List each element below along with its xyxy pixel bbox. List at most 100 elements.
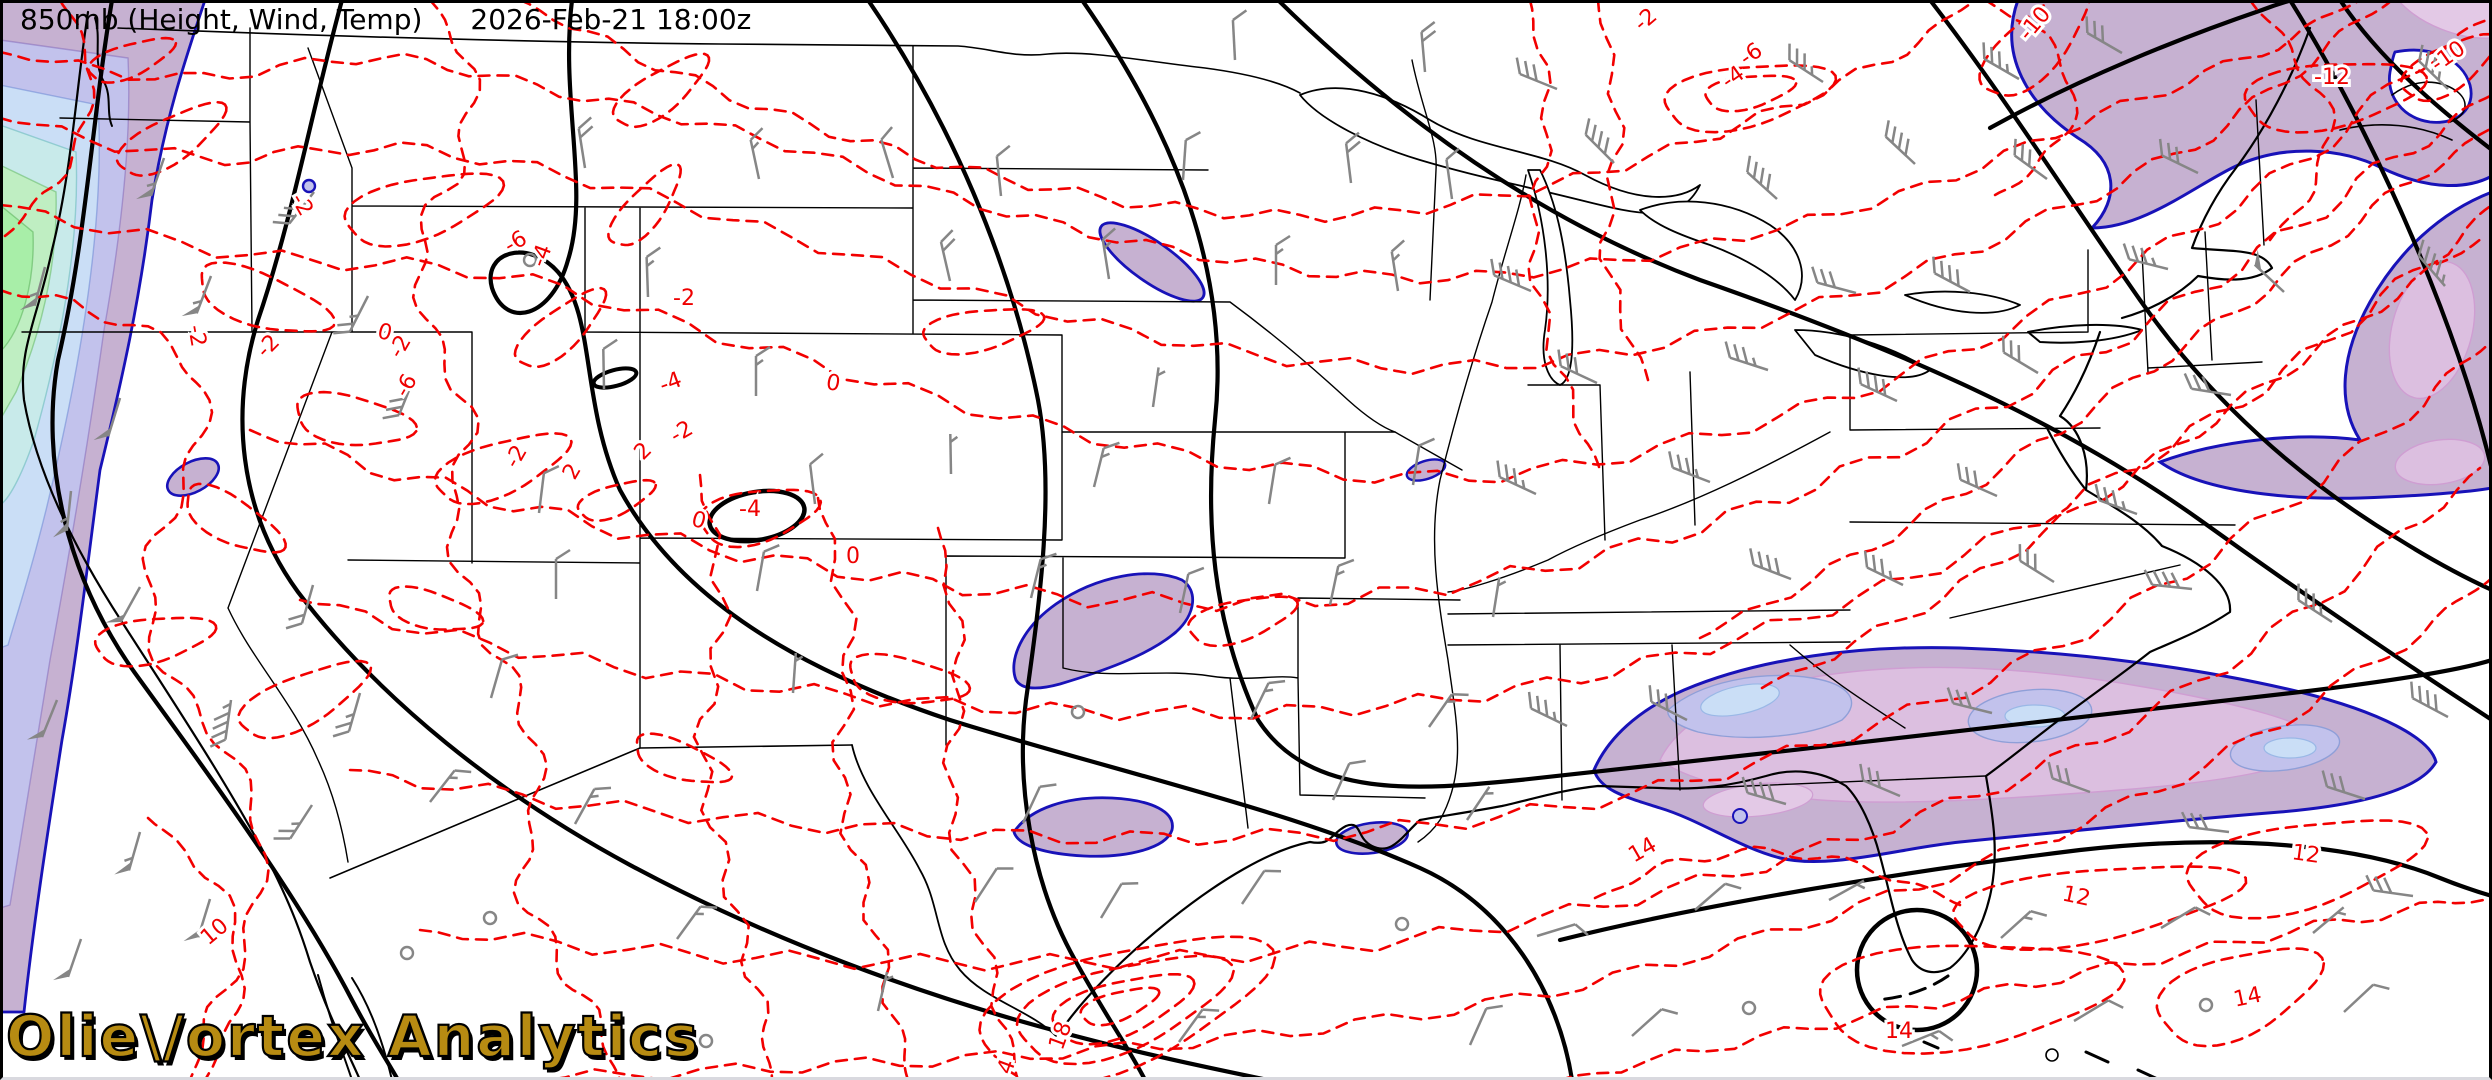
wind-barb xyxy=(136,157,166,200)
wind-barb xyxy=(273,804,314,840)
wind-barb xyxy=(1741,776,1787,806)
temperature-contour xyxy=(0,0,96,242)
state-borders-layer xyxy=(21,10,2466,1080)
temperature-contour-loop xyxy=(1663,64,1838,134)
wind-barb xyxy=(2122,243,2169,271)
temperature-contour-loop xyxy=(978,935,1277,1080)
wind-barb xyxy=(577,116,594,169)
wind-barb xyxy=(1527,691,1568,728)
wind-barb xyxy=(2094,483,2138,516)
contour-label: 12 xyxy=(2060,882,2093,912)
temperature-contour-loop xyxy=(1051,973,1196,1046)
wind-barb xyxy=(2365,874,2414,898)
temperature-contour-loop xyxy=(93,616,218,668)
contour-label: 14 xyxy=(2231,983,2264,1013)
temperature-contour xyxy=(0,288,271,1080)
temperature-contour xyxy=(418,466,2482,972)
wind-barb xyxy=(2073,999,2124,1023)
temperature-contour-loop xyxy=(1952,865,2248,952)
wind-barb xyxy=(2160,906,2211,930)
temperature-contour xyxy=(0,0,2362,285)
wind-barb xyxy=(1694,882,1742,911)
temperature-contour-loop xyxy=(388,585,485,631)
height-contours-layer xyxy=(50,0,2492,1080)
wind-barb xyxy=(1181,130,1201,181)
temperature-contour-loop xyxy=(115,100,228,177)
contour-label: -2 xyxy=(182,323,210,349)
wind-barb xyxy=(1420,20,1437,73)
contour-label: 14 xyxy=(1885,1019,1913,1044)
wind-barb xyxy=(1828,879,1866,902)
wind-barb xyxy=(1092,441,1120,488)
contour-label: -2 xyxy=(673,286,695,311)
wind-barb xyxy=(1070,704,1086,720)
temperature-contour-loop xyxy=(2185,819,2429,920)
wind-barb xyxy=(2343,983,2390,1013)
wind-barb xyxy=(1394,916,1410,932)
wind-barb xyxy=(1741,1000,1757,1016)
temperature-contour xyxy=(1593,845,1962,907)
wind-barb xyxy=(1946,687,1993,715)
wind-barb xyxy=(2085,16,2123,55)
wind-barb xyxy=(1274,234,1291,285)
temperature-contour-loop xyxy=(576,478,658,522)
wind-barb xyxy=(1267,456,1291,505)
temperature-contour-loop xyxy=(1978,0,2091,97)
wind-barb xyxy=(973,867,1014,903)
wind-barb xyxy=(1724,341,1769,372)
wind-barb xyxy=(755,544,780,592)
wind-barb xyxy=(1956,463,1998,498)
chart-title-text: 850mb (Height, Wind, Temp) xyxy=(20,3,423,36)
wind-barb xyxy=(1982,42,2020,81)
wind-barb xyxy=(645,246,661,298)
temperature-contour xyxy=(1527,0,1602,472)
wind-barb xyxy=(754,345,771,396)
chart-title: 850mb (Height, Wind, Temp) 2026-Feb-21 18… xyxy=(20,3,751,36)
temperature-contour xyxy=(692,473,774,1080)
valid-time: 2026-Feb-21 18:00z xyxy=(470,3,752,36)
contour-label: 2 xyxy=(630,438,658,466)
wind-barb xyxy=(285,584,315,630)
wind-barb xyxy=(489,653,519,699)
wind-barb xyxy=(573,786,612,825)
temperature-contour-loop xyxy=(343,172,506,248)
wind-barb xyxy=(482,910,498,926)
temperature-contour-loop xyxy=(1079,986,1161,1027)
temperature-contour xyxy=(411,0,622,1080)
temperature-contour-loop xyxy=(2399,32,2492,103)
wind-barb xyxy=(1863,550,1904,587)
contour-label: -4 xyxy=(656,367,685,398)
wind-barb xyxy=(1557,349,1598,385)
temperature-contour xyxy=(0,16,2492,484)
temperature-contour-loop xyxy=(698,488,823,549)
watermark: Olie\/ortex Analytics xyxy=(5,1003,700,1071)
wind-barb xyxy=(554,548,571,599)
wind-barb xyxy=(53,938,83,981)
wind-barb xyxy=(2183,373,2232,397)
wind-barb xyxy=(1099,881,1139,919)
wind-barb xyxy=(1749,548,1792,581)
temperature-contour xyxy=(248,93,2492,613)
wind-barb xyxy=(2321,770,2366,801)
wind-barb xyxy=(876,971,894,1012)
wind-barb xyxy=(429,769,472,803)
calm-station-circle xyxy=(399,945,415,961)
temperature-contour-loop xyxy=(611,52,711,129)
wind-barb xyxy=(749,127,764,180)
wind-barb xyxy=(1491,577,1507,618)
wind-barb xyxy=(2018,544,2055,584)
wind-barb xyxy=(1668,451,1711,484)
wind-barb xyxy=(1390,239,1405,292)
temperature-contour xyxy=(298,203,2492,722)
temperature-contour-loop xyxy=(607,162,683,247)
wind-barb xyxy=(1648,685,1688,722)
wind-barb xyxy=(1631,1008,1679,1037)
wind-barb xyxy=(2000,910,2048,939)
wind-barb xyxy=(1490,258,1532,293)
wind-barb xyxy=(272,191,315,225)
wind-barb xyxy=(2047,761,2091,794)
temperature-contour xyxy=(1760,236,2484,690)
wind-barb xyxy=(1101,227,1116,280)
temperature-contour-loop xyxy=(296,390,419,447)
